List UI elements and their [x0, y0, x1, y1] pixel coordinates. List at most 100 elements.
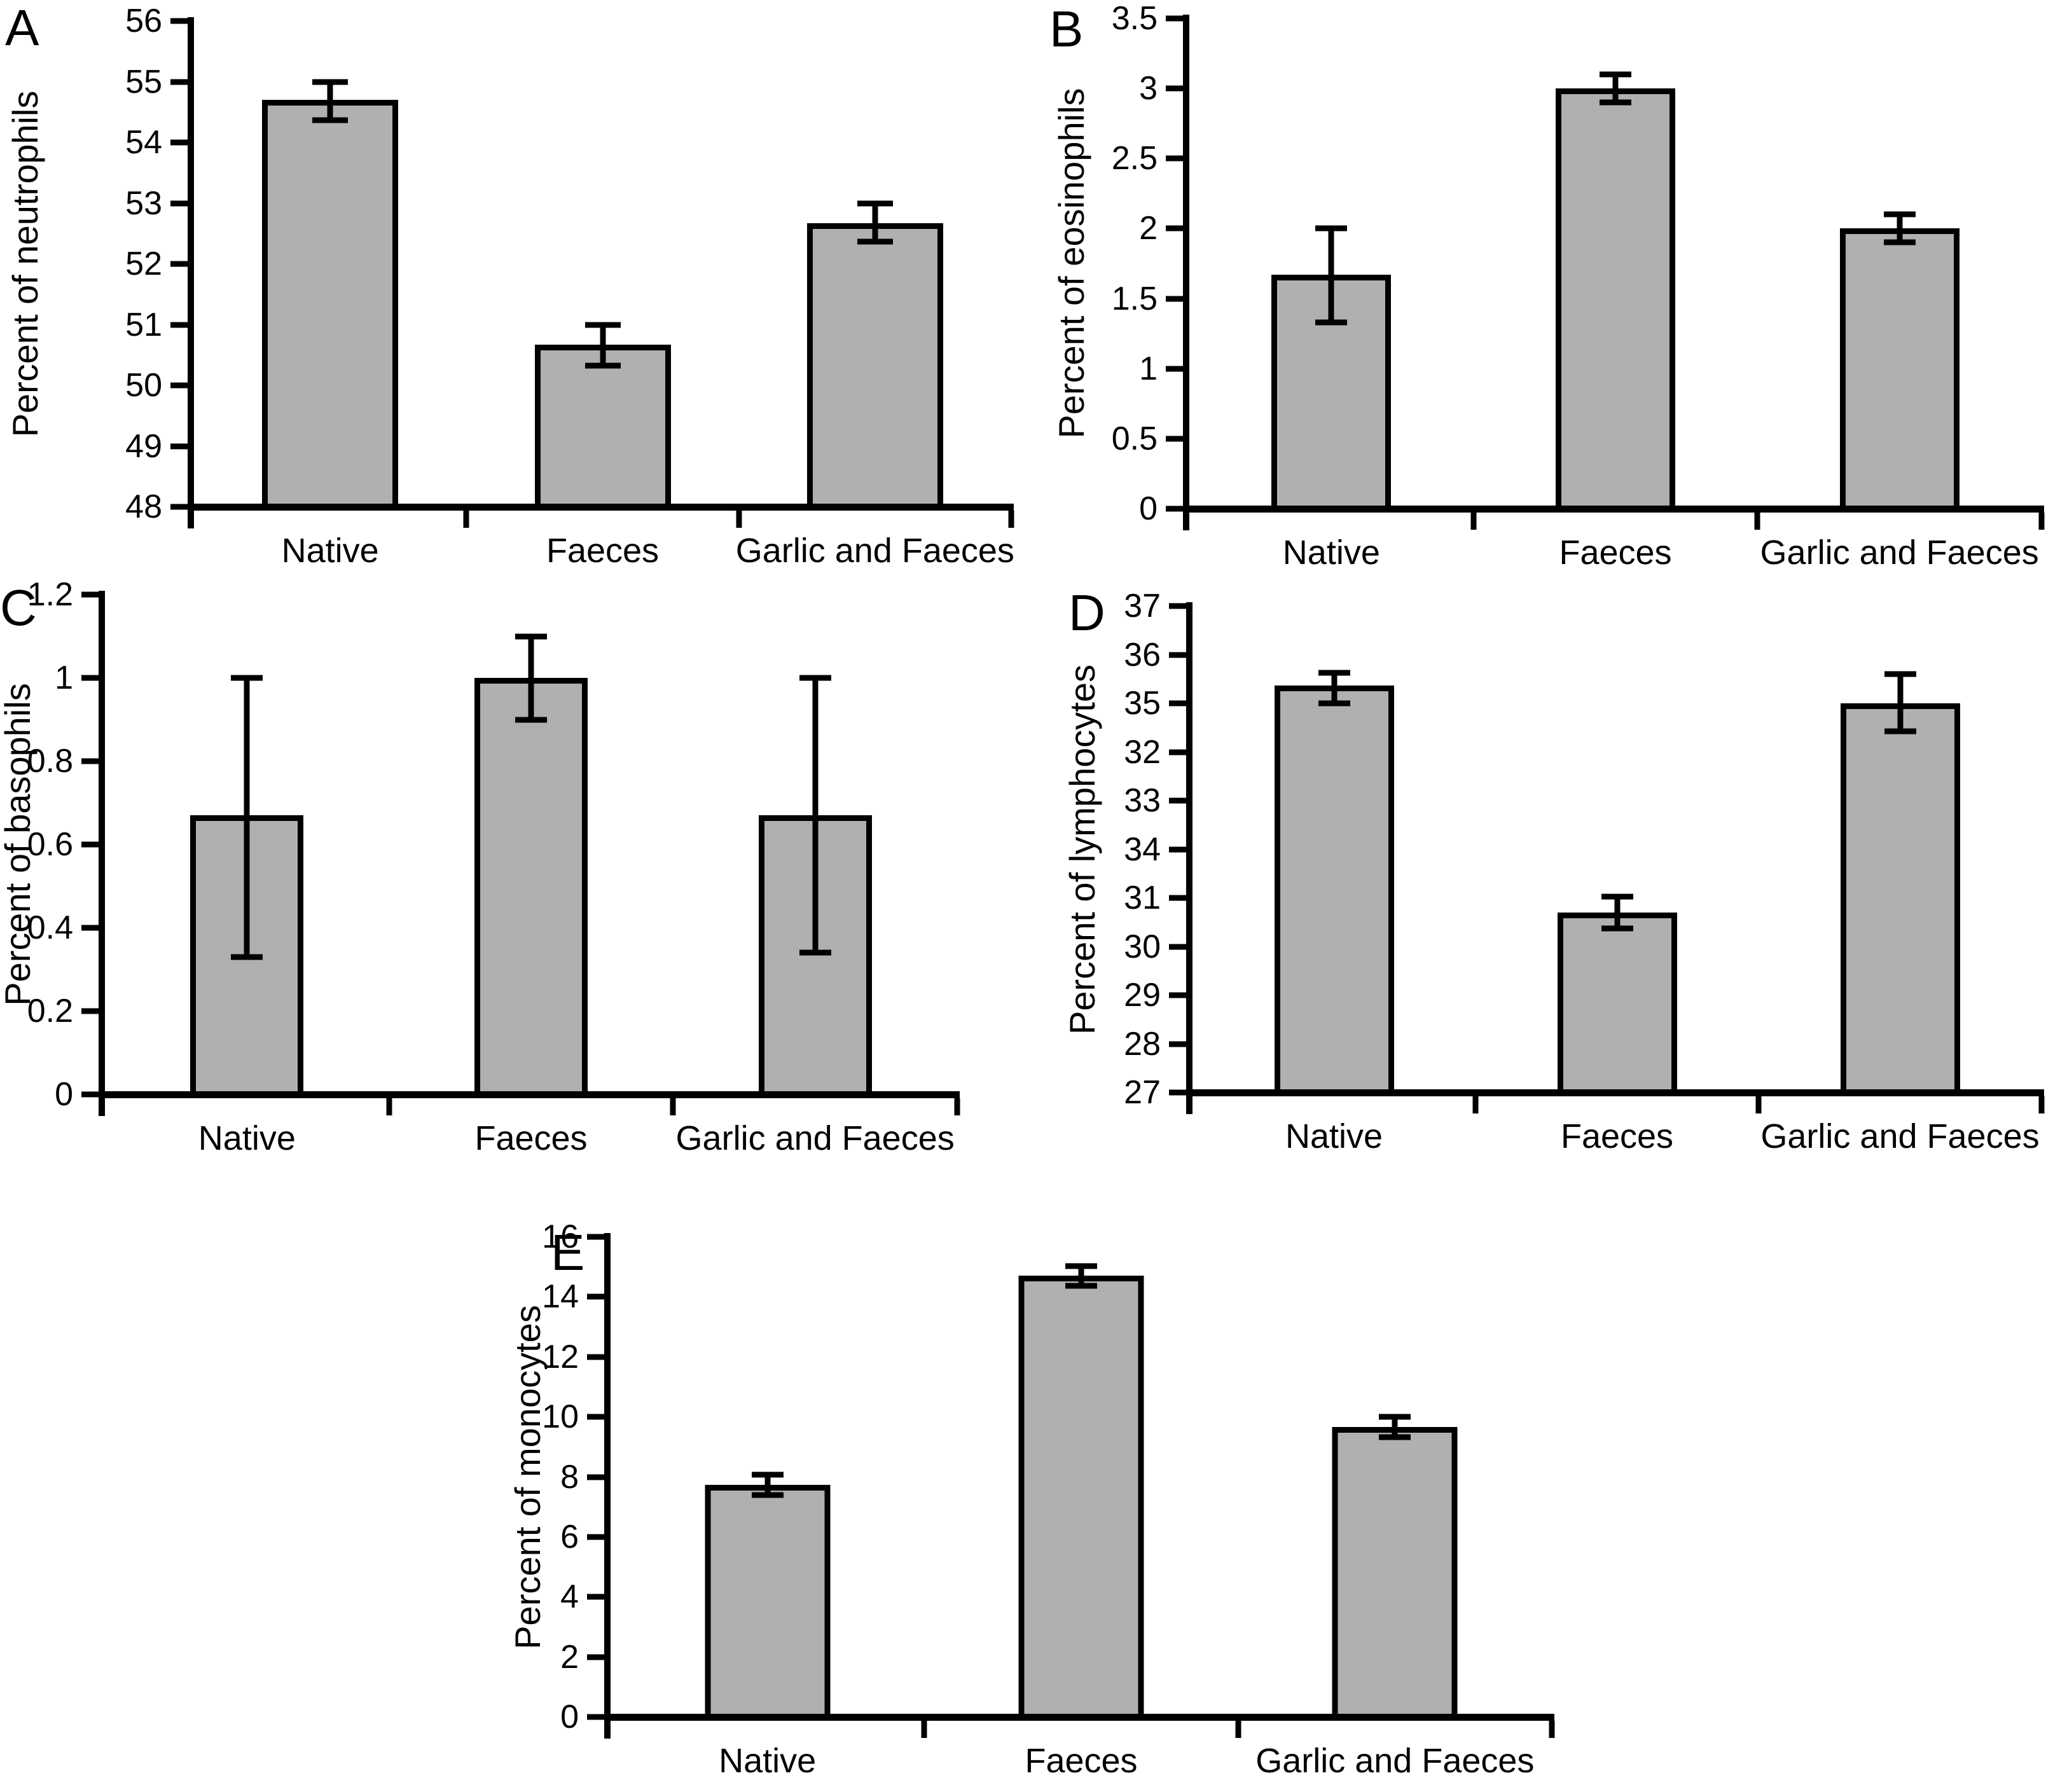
error-bar-cap-high: [857, 200, 893, 206]
error-bar-cap-low: [515, 717, 547, 722]
x-category-label: Garlic and Faeces: [1255, 1742, 1535, 1780]
y-axis-tick-label: 49: [125, 427, 162, 465]
y-axis-tick: [81, 1008, 99, 1014]
error-bar-cap-high: [1318, 670, 1350, 676]
x-axis-line: [99, 1091, 960, 1098]
y-axis-tick: [1169, 992, 1186, 998]
y-axis-tick-label: 28: [1124, 1025, 1161, 1063]
y-axis-tick-label: 1: [55, 659, 73, 696]
y-axis-tick: [81, 591, 99, 598]
x-category-label: Faeces: [546, 532, 660, 570]
y-axis-tick: [1166, 155, 1183, 162]
y-axis-line: [188, 17, 194, 528]
error-bar-cap-high: [1601, 893, 1633, 900]
error-bar-cap-low: [231, 954, 263, 960]
error-bar-cap-low: [1600, 99, 1631, 106]
y-axis-tick: [170, 200, 188, 206]
y-axis-line: [1186, 602, 1192, 1114]
y-axis-tick-label: 16: [542, 1218, 579, 1255]
y-axis-tick: [170, 139, 188, 146]
y-axis-line: [604, 1233, 611, 1739]
plot-area-monocytes: 0 2 4 6 8 10 12 14 16 Native Faeces Garlic and Faec…: [542, 1220, 1555, 1778]
x-category-label: Native: [1285, 1117, 1383, 1155]
y-axis-tick: [170, 322, 188, 327]
error-bar-cap-high: [1315, 225, 1348, 231]
x-axis-tick: [1470, 513, 1477, 530]
x-axis-tick: [954, 1098, 960, 1115]
y-axis-tick: [1169, 749, 1186, 755]
y-axis-tick: [1166, 225, 1183, 231]
error-bar-cap-low: [857, 238, 893, 245]
x-category-label: Native: [281, 532, 379, 570]
y-axis-tick: [1169, 846, 1186, 852]
x-category-label: Native: [198, 1119, 296, 1157]
y-axis-line: [1183, 15, 1189, 530]
x-category-label: Faeces: [1025, 1742, 1138, 1780]
y-axis-tick: [587, 1594, 604, 1600]
y-axis-tick-label: 31: [1124, 879, 1161, 916]
y-axis-tick-label: 3: [1139, 70, 1158, 107]
error-bar: [872, 203, 878, 242]
y-axis-tick-label: 48: [125, 488, 162, 525]
x-category-label: Garlic and Faeces: [1760, 1117, 2040, 1155]
x-category-label: Faeces: [1560, 1117, 1674, 1155]
error-bar-cap-high: [751, 1472, 784, 1478]
bar: [1840, 703, 1960, 1092]
y-axis-line: [99, 591, 105, 1116]
y-axis-tick: [1169, 1089, 1186, 1096]
y-axis-tick: [1169, 797, 1186, 804]
x-category-label: Garlic and Faeces: [735, 532, 1014, 570]
y-axis-tick-label: 56: [125, 3, 162, 39]
y-axis-tick: [587, 1414, 604, 1420]
y-axis-tick-label: 51: [125, 306, 162, 343]
error-bar-cap-low: [1884, 728, 1916, 734]
plot-area-lymphocytes: 27 28 29 30 31 34 33 32 35 36 37 Native Faeces Garlic…: [1124, 589, 2045, 1154]
error-bar-cap-low: [751, 1492, 784, 1498]
panel-basophils: C Percent of basophils 0 0.2 0.4 0.6 0.8 1 1.2…: [0, 572, 1024, 1196]
x-axis-tick: [2038, 513, 2045, 530]
x-axis-tick: [1755, 1096, 1762, 1113]
error-bar: [1392, 1417, 1398, 1437]
error-bar-cap-low: [1601, 925, 1633, 932]
error-bar: [1331, 672, 1337, 703]
y-axis-tick-label: 54: [125, 124, 162, 161]
error-bar-cap-high: [1600, 71, 1631, 78]
error-bar-cap-high: [1884, 671, 1916, 677]
y-axis-tick-label: 2: [560, 1638, 579, 1676]
bar: [1332, 1426, 1458, 1717]
y-axis-tick-label: 0.6: [27, 826, 73, 863]
bar: [474, 678, 588, 1094]
y-axis-tick: [170, 504, 188, 510]
y-axis-tick-label: 8: [560, 1458, 579, 1496]
y-axis-tick: [587, 1714, 604, 1720]
bar: [1839, 228, 1960, 509]
y-axis-tick-label: 1.2: [27, 576, 73, 613]
x-category-label: Garlic and Faeces: [675, 1119, 955, 1157]
error-bar: [812, 678, 819, 953]
y-axis-tick: [587, 1534, 604, 1540]
y-axis-tick-label: 14: [542, 1278, 579, 1316]
panel-eosinophils: B Percent of eosinophils 0 0.5 1 1.5 2 2.5 3 3.…: [1037, 0, 2060, 572]
error-bar-cap-high: [312, 79, 349, 85]
y-axis-tick-label: 0: [1139, 490, 1158, 527]
bar: [806, 223, 943, 507]
error-bar-cap-low: [312, 117, 349, 123]
y-axis-tick: [587, 1354, 604, 1360]
y-axis-tick-label: 53: [125, 184, 162, 222]
y-axis-tick: [1169, 1041, 1186, 1047]
error-bar-cap-low: [1065, 1283, 1097, 1289]
panel-letter-b: B: [1049, 1, 1084, 57]
x-category-label: Garlic and Faeces: [1760, 534, 2039, 572]
y-axis-tick: [81, 925, 99, 931]
error-bar: [1897, 674, 1903, 731]
y-axis-tick-label: 2: [1139, 210, 1158, 247]
error-bar-cap-high: [799, 675, 831, 681]
x-axis-line: [188, 504, 1014, 511]
plot-area-neutrophils: 48 49 50 51 52 53 54 55 56 Native Faeces Garlic and…: [125, 4, 1014, 568]
y-axis-tick-label: 0.4: [27, 909, 73, 947]
error-bar: [1328, 228, 1334, 323]
error-bar: [1614, 896, 1620, 929]
y-axis-tick-label: 33: [1124, 782, 1161, 819]
y-axis-tick: [587, 1234, 604, 1240]
x-category-label: Faeces: [1559, 534, 1672, 572]
